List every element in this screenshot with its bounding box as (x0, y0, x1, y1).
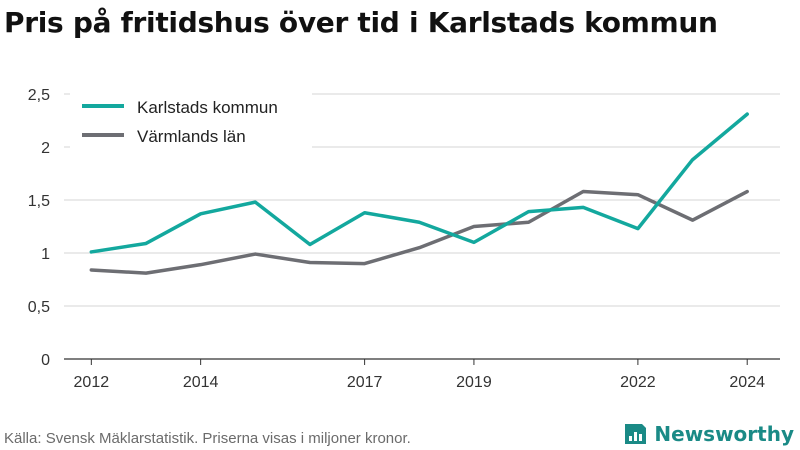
y-tick-label: 0 (41, 352, 50, 369)
x-axis-ticks: 2012 2014 2017 2019 2022 2024 (74, 359, 765, 391)
legend-label-karlstad: Karlstads kommun (137, 98, 278, 117)
x-tick-label: 2017 (347, 374, 383, 391)
legend: Karlstads kommun Värmlands län (70, 84, 312, 148)
x-tick-label: 2019 (456, 374, 492, 391)
y-tick-label: 0,5 (28, 299, 50, 316)
y-tick-label: 2 (41, 140, 50, 157)
grid-lines (64, 93, 780, 360)
newsworthy-brand: Newsworthy (622, 421, 794, 447)
source-note: Källa: Svensk Mäklarstatistik. Priserna … (4, 430, 411, 447)
x-tick-label: 2024 (729, 374, 765, 391)
y-tick-label: 1,5 (28, 193, 50, 210)
legend-label-varmland: Värmlands län (137, 127, 246, 146)
x-tick-label: 2022 (620, 374, 656, 391)
y-axis-ticks: 0 0,5 1 1,5 2 2,5 (28, 87, 50, 369)
series-line-karlstad (89, 112, 749, 254)
y-tick-label: 1 (41, 246, 50, 263)
brand-name: Newsworthy (654, 422, 794, 446)
chart-title: Pris på fritidshus över tid i Karlstads … (4, 6, 718, 39)
series-line-varmland (89, 189, 749, 275)
x-tick-label: 2014 (183, 374, 219, 391)
y-tick-label: 2,5 (28, 87, 50, 104)
series-lines (89, 112, 749, 275)
x-tick-label: 2012 (74, 374, 110, 391)
newsworthy-logo-icon (625, 424, 647, 444)
